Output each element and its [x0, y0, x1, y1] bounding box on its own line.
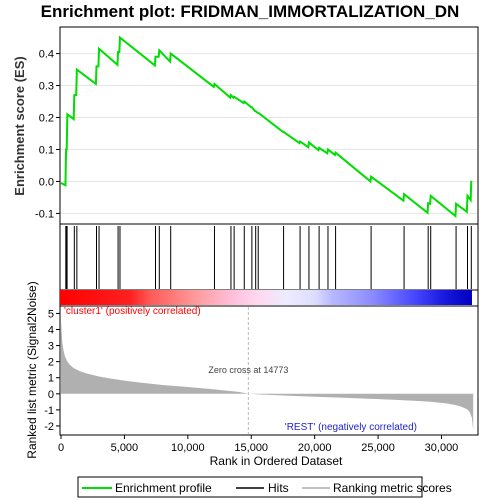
legend: Enrichment profile Hits Ranking metric s… — [77, 476, 452, 498]
es-gridlines — [61, 53, 477, 214]
x-tick-label: 30,000 — [425, 442, 459, 454]
metric-panel-frame — [59, 305, 479, 436]
x-tick-label: 20,000 — [298, 442, 332, 454]
legend-label-enrichment: Enrichment profile — [115, 481, 212, 495]
metric-tick-label: 3 — [48, 341, 54, 353]
chart-title: Enrichment plot: FRIDMAN_IMMORTALIZATION… — [41, 2, 460, 21]
x-tick-label: 10,000 — [171, 442, 205, 454]
metric-axis: -2 -1 0 1 2 3 4 5 — [44, 308, 60, 433]
es-tick-label: 0.4 — [39, 49, 54, 61]
es-tick-label: 0.3 — [39, 81, 54, 93]
hits-panel-frame — [59, 223, 479, 291]
es-axis: -0.1 0.0 0.1 0.2 0.3 0.4 — [35, 49, 60, 220]
es-tick-label: 0.1 — [39, 144, 54, 156]
metric-tick-label: -1 — [44, 405, 54, 417]
x-tick-label: 15,000 — [234, 442, 268, 454]
es-axis-label: Enrichment score (ES) — [12, 56, 27, 195]
metric-tick-label: 4 — [48, 325, 54, 337]
x-axis: 0 5,000 10,000 15,000 20,000 25,000 30,000 — [58, 435, 458, 454]
legend-label-hits: Hits — [268, 481, 289, 495]
legend-label-metric: Ranking metric scores — [333, 481, 452, 495]
legend-box — [77, 476, 423, 498]
es-tick-label: -0.1 — [35, 208, 54, 220]
negative-correlation-label: 'REST' (negatively correlated) — [285, 422, 417, 433]
x-axis-label: Rank in Ordered Dataset — [210, 454, 343, 468]
x-tick-label: 0 — [58, 442, 64, 454]
es-panel-frame — [59, 26, 479, 225]
enrichment-profile-line — [60, 35, 473, 218]
ranking-metric-area — [61, 319, 474, 431]
metric-tick-label: -2 — [44, 421, 54, 433]
metric-tick-label: 2 — [48, 357, 54, 369]
metric-tick-label: 1 — [48, 373, 54, 385]
x-tick-label: 5,000 — [111, 442, 139, 454]
positive-correlation-label: 'cluster1' (positively correlated) — [64, 306, 201, 317]
metric-tick-label: 5 — [48, 308, 54, 320]
x-tick-label: 25,000 — [361, 442, 395, 454]
metric-tick-label: 0 — [48, 389, 54, 401]
metric-axis-label: Ranked list metric (Signal2Noise) — [25, 281, 39, 458]
ranking-colorbar — [60, 290, 472, 305]
es-tick-label: 0.0 — [39, 176, 54, 188]
es-tick-label: 0.2 — [39, 113, 54, 125]
hit-lines — [65, 226, 472, 289]
zero-cross-label: Zero cross at 14773 — [208, 365, 288, 375]
